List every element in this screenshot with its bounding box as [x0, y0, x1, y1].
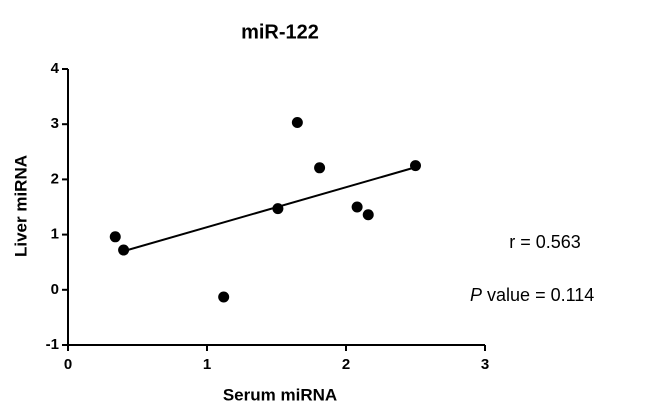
y-tick-label: -1 [46, 336, 59, 353]
fit-line [123, 166, 416, 253]
y-tick-label: 1 [51, 226, 59, 243]
x-axis-label: Serum miRNA [223, 385, 337, 404]
point [218, 291, 230, 303]
point [314, 162, 326, 174]
y-tick-label: 3 [51, 115, 59, 132]
point [109, 231, 121, 243]
p-symbol: P [470, 285, 482, 305]
y-tick-label: 2 [51, 170, 59, 187]
x-tick-label: 3 [481, 356, 489, 373]
annotation-r: r = 0.563 [509, 232, 581, 252]
point [410, 160, 421, 172]
annotation-p: P value = 0.114 [470, 285, 594, 305]
point [272, 203, 284, 215]
x-tick-label: 1 [203, 356, 211, 373]
point [362, 209, 374, 221]
point [118, 244, 130, 256]
x-tick-label: 0 [64, 356, 72, 373]
y-axis-label: Liver miRNA [11, 155, 30, 257]
chart-title: miR-122 [241, 21, 319, 43]
x-tick-label: 2 [342, 356, 350, 373]
point [351, 201, 363, 213]
p-text: value = 0.114 [487, 285, 594, 305]
y-tick-label: 0 [51, 281, 59, 298]
point [291, 117, 303, 129]
y-tick-label: 4 [51, 60, 60, 77]
